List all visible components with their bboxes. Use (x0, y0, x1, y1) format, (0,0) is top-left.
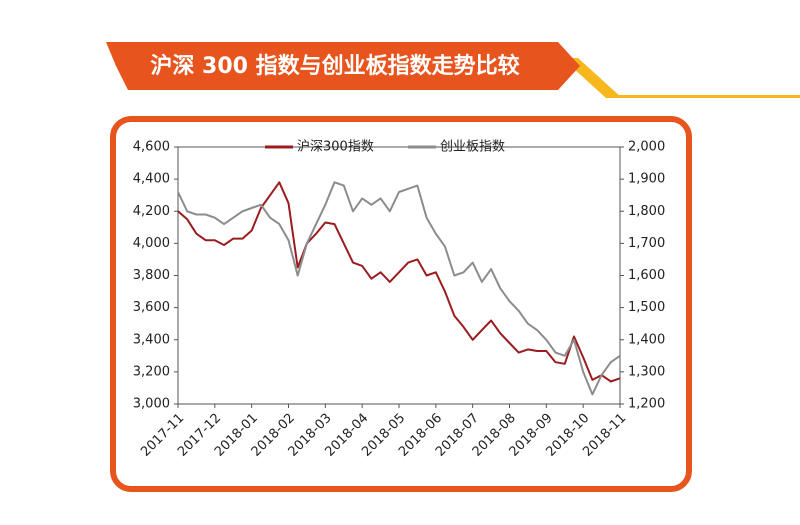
y-tick-label: 4,600 (133, 140, 170, 155)
series-line (177, 181, 621, 396)
legend-label: 沪深300指数 (297, 139, 374, 155)
legend-label: 创业板指数 (440, 140, 505, 155)
chart-title: 沪深 300 指数与创业板指数走势比较 (150, 53, 519, 79)
y-tick-label: 4,200 (133, 204, 170, 219)
y-tick-label: 4,400 (133, 172, 170, 187)
y-tick-label: 3,000 (133, 397, 170, 412)
y-tick-label: 3,400 (133, 332, 170, 347)
title-banner (106, 42, 580, 90)
y2-tick-label: 1,300 (628, 364, 665, 379)
decor-line (606, 95, 800, 98)
y2-tick-label: 1,900 (628, 172, 665, 187)
y2-tick-label: 1,600 (628, 268, 665, 283)
y-tick-label: 3,200 (133, 364, 170, 379)
y2-tick-label: 1,400 (628, 332, 665, 347)
chart-frame (110, 116, 692, 492)
y-tick-label: 4,000 (133, 236, 170, 251)
y2-tick-label: 2,000 (628, 140, 665, 155)
y2-tick-label: 1,200 (628, 397, 665, 412)
y2-tick-label: 1,700 (628, 236, 665, 251)
y-tick-label: 3,600 (133, 300, 170, 315)
series-line (177, 181, 621, 383)
y2-tick-label: 1,500 (628, 300, 665, 315)
y-tick-label: 3,800 (133, 268, 170, 283)
y2-tick-label: 1,800 (628, 204, 665, 219)
